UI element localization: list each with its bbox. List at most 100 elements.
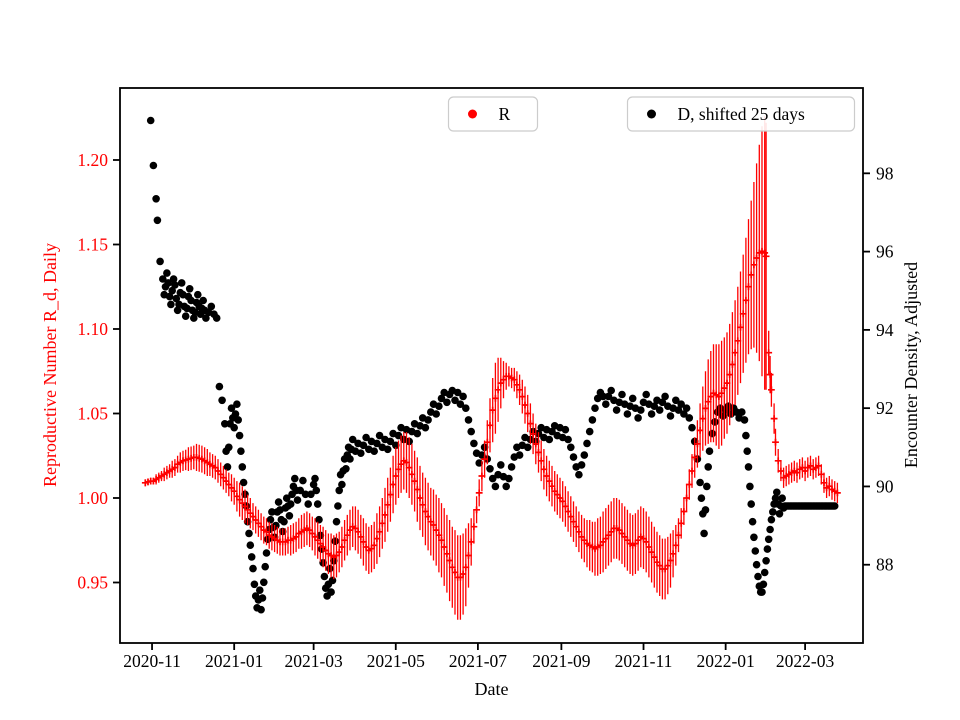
d-series-point xyxy=(655,406,664,414)
d-series-point xyxy=(165,292,174,301)
d-series-point xyxy=(677,400,685,409)
d-series-point xyxy=(261,562,270,571)
d-series-point xyxy=(612,406,621,414)
d-series-point xyxy=(424,416,432,424)
d-series-point xyxy=(697,494,706,503)
d-series-point xyxy=(181,312,190,321)
d-series-point xyxy=(149,161,158,170)
d-series-point xyxy=(588,416,597,424)
d-series-point xyxy=(233,400,241,409)
d-series-point xyxy=(708,429,716,438)
d-series-point xyxy=(666,412,675,420)
legend-r-label: R xyxy=(499,104,511,124)
d-series-point xyxy=(748,517,757,526)
d-series-point xyxy=(575,470,583,479)
d-series-point xyxy=(394,431,403,440)
d-series-point xyxy=(642,390,650,399)
d-series-point xyxy=(443,398,451,407)
d-series-point xyxy=(435,402,443,411)
x-tick-label: 2021-05 xyxy=(367,651,426,671)
r-series-markers xyxy=(141,247,841,581)
d-series-point xyxy=(199,296,207,305)
d-series-point xyxy=(156,257,164,266)
d-series-point xyxy=(169,275,178,283)
d-series-point xyxy=(682,404,691,413)
d-series-point xyxy=(467,427,476,436)
d-series-point xyxy=(661,392,669,401)
d-series-point xyxy=(215,382,224,391)
d-series-point xyxy=(637,406,645,414)
d-series-point xyxy=(567,443,575,452)
x-tick-label: 2020-11 xyxy=(123,651,181,671)
d-series-point xyxy=(767,515,776,524)
d-series-point xyxy=(315,515,323,524)
d-series-point xyxy=(231,410,240,418)
d-series-point xyxy=(604,392,613,401)
d-series-point xyxy=(602,400,610,409)
d-series-point xyxy=(475,459,484,467)
d-series-point xyxy=(763,545,772,553)
d-series-point xyxy=(249,564,257,573)
d-series-point xyxy=(373,439,381,448)
d-series-point xyxy=(515,451,524,459)
d-series-point xyxy=(591,404,599,413)
d-series-point xyxy=(758,588,766,596)
d-series-point xyxy=(437,394,446,403)
plot-series xyxy=(141,116,841,620)
d-series-point xyxy=(830,502,839,510)
d-series-point xyxy=(221,420,229,428)
y-tick-label-left: 1.10 xyxy=(77,319,108,339)
d-series-point xyxy=(291,474,299,483)
d-series-point xyxy=(738,408,746,416)
d-series-point xyxy=(696,478,704,487)
d-series-point xyxy=(742,431,750,440)
d-series-point xyxy=(628,394,637,403)
d-series-point xyxy=(747,500,755,508)
d-series-point xyxy=(257,605,265,614)
d-series-point xyxy=(743,447,751,456)
d-series-point xyxy=(320,572,329,581)
d-series-point xyxy=(245,529,253,538)
d-series-point xyxy=(146,116,155,125)
d-series-point xyxy=(246,541,255,549)
d-series-point xyxy=(580,451,589,459)
d-series-point xyxy=(523,443,532,452)
legend-d-box xyxy=(626,96,856,132)
d-series-point xyxy=(672,396,680,405)
y-tick-label-right: 88 xyxy=(876,555,894,575)
d-series-point xyxy=(375,431,384,440)
d-series-point xyxy=(362,433,370,442)
d-series-point xyxy=(346,455,354,463)
d-series-point xyxy=(680,410,688,418)
d-series-point xyxy=(312,486,321,495)
d-series-point xyxy=(505,474,513,483)
d-series-point xyxy=(326,564,334,573)
d-series-point xyxy=(239,478,248,487)
d-series-point xyxy=(705,447,714,456)
d-series-point xyxy=(502,482,511,491)
y-tick-label-left: 1.05 xyxy=(77,403,108,423)
d-series-point xyxy=(634,414,642,422)
d-series-point xyxy=(561,425,570,434)
d-series-point xyxy=(370,447,379,456)
d-series-point xyxy=(237,447,245,456)
d-series-point xyxy=(285,512,294,520)
d-series-point xyxy=(392,441,400,450)
d-series-point xyxy=(177,279,186,287)
d-series-point xyxy=(202,314,210,322)
x-tick-label: 2021-11 xyxy=(615,651,673,671)
d-series-point xyxy=(700,529,708,538)
d-series-point xyxy=(760,568,769,577)
d-series-point xyxy=(766,525,774,534)
d-series-point xyxy=(311,474,319,483)
d-series-point xyxy=(711,418,719,426)
y-axis-label-right: Encounter Density, Adjusted xyxy=(901,262,921,468)
y-tick-label-right: 90 xyxy=(876,476,894,496)
y-tick-label-left: 1.20 xyxy=(77,150,108,170)
y-tick-label-left: 1.15 xyxy=(77,234,108,254)
d-series-point xyxy=(623,410,632,418)
plot-border xyxy=(119,87,864,644)
d-series-point xyxy=(328,576,337,585)
y-tick-label-left: 0.95 xyxy=(77,572,108,592)
